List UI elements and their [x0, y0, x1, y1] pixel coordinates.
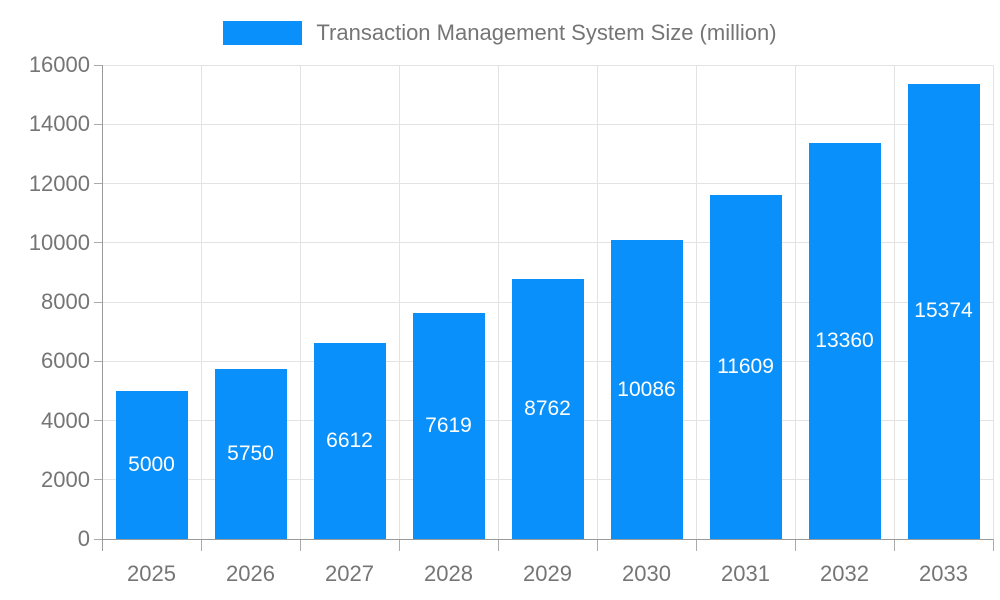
x-axis-tick: [794, 539, 796, 551]
y-tick-label: 6000: [41, 348, 90, 374]
y-tick-label: 16000: [28, 52, 90, 77]
gridline-horizontal: [102, 123, 993, 125]
bar-value-label: 6612: [326, 429, 373, 453]
gridline-vertical: [299, 65, 301, 539]
x-tick-label: 2033: [919, 561, 968, 586]
gridline-vertical: [695, 65, 697, 539]
gridline-vertical: [794, 65, 796, 539]
y-axis-tick: [94, 360, 102, 362]
y-axis-tick: [94, 242, 102, 244]
x-tick-label: 2030: [622, 561, 671, 586]
bar[interactable]: 7619: [412, 313, 485, 539]
y-tick-label: 8000: [41, 289, 90, 314]
bar-value-label: 15374: [914, 299, 973, 323]
x-tick-label: 2025: [127, 561, 176, 586]
y-axis-tick: [94, 538, 102, 540]
x-tick-label: 2032: [820, 561, 869, 586]
gridline-horizontal: [102, 242, 993, 244]
gridline-vertical: [200, 65, 202, 539]
y-axis-line: [101, 65, 103, 551]
legend-label: Transaction Management System Size (mill…: [316, 20, 777, 45]
x-tick-label: 2026: [226, 561, 275, 586]
x-axis-tick: [299, 539, 301, 551]
y-axis-tick: [94, 64, 102, 66]
x-tick-label: 2031: [721, 561, 770, 586]
x-tick-label: 2027: [325, 561, 374, 586]
x-axis-tick: [200, 539, 202, 551]
y-tick-label: 0: [77, 526, 90, 551]
x-axis-tick: [398, 539, 400, 551]
bar[interactable]: 10086: [610, 240, 683, 539]
bar[interactable]: 5750: [214, 368, 287, 539]
gridline-vertical: [992, 65, 994, 539]
y-axis-tick: [94, 123, 102, 125]
bar-value-label: 5000: [128, 452, 175, 476]
bar-value-label: 10086: [617, 377, 676, 401]
x-axis-tick: [893, 539, 895, 551]
x-tick-label: 2029: [523, 561, 572, 586]
gridline-horizontal: [102, 64, 993, 66]
gridline-vertical: [497, 65, 499, 539]
y-tick-label: 14000: [28, 111, 90, 137]
gridline-horizontal: [102, 183, 993, 184]
y-axis-tick: [94, 479, 102, 481]
x-axis-tick: [596, 539, 598, 551]
x-axis-tick: [497, 539, 499, 551]
bar-value-label: 11609: [717, 355, 774, 379]
x-axis-tick: [992, 539, 994, 551]
bar[interactable]: 8762: [511, 279, 584, 539]
y-tick-label: 4000: [41, 407, 90, 433]
gridline-vertical: [398, 65, 400, 539]
y-tick-label: 2000: [41, 466, 90, 492]
x-axis-line: [102, 538, 993, 540]
bar[interactable]: 6612: [313, 343, 386, 539]
bar-value-label: 13360: [815, 329, 874, 353]
y-axis-tick: [94, 420, 102, 421]
y-tick-label: 10000: [28, 229, 90, 255]
chart-legend[interactable]: Transaction Management System Size (mill…: [0, 20, 1000, 46]
x-tick-label: 2028: [424, 561, 473, 586]
bar-value-label: 7619: [425, 414, 472, 438]
y-axis-tick: [94, 183, 102, 184]
bar[interactable]: 15374: [907, 83, 980, 539]
legend-swatch-icon: [223, 21, 303, 45]
y-tick-label: 12000: [28, 170, 90, 196]
bar[interactable]: 13360: [808, 143, 881, 539]
gridline-vertical: [596, 65, 598, 539]
x-axis-tick: [695, 539, 697, 551]
bar-value-label: 8762: [524, 397, 571, 421]
bar[interactable]: 11609: [709, 195, 782, 539]
bar-value-label: 5750: [227, 441, 274, 465]
bar[interactable]: 5000: [115, 390, 188, 539]
y-axis-tick: [94, 301, 102, 303]
gridline-vertical: [893, 65, 895, 539]
